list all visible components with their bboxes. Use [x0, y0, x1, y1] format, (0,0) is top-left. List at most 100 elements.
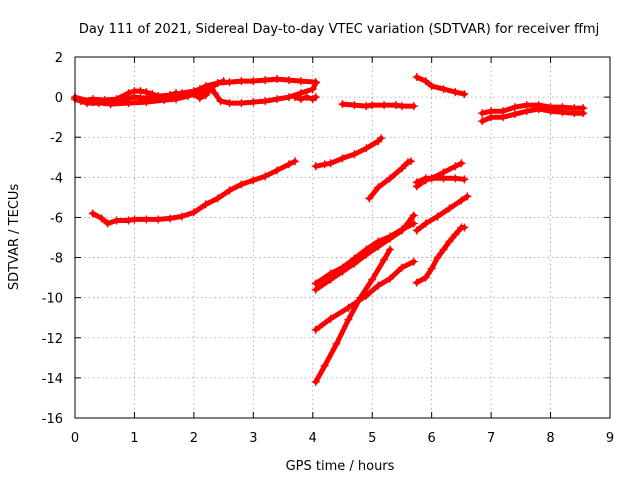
- data-point: [350, 150, 359, 159]
- data-point: [412, 278, 421, 287]
- data-point: [362, 144, 371, 153]
- tick-labels: 0 1 2 3 4 5 6 7 8 9 2 0 -2 -4 -6 -8 -10 -12 -14 -16: [42, 51, 614, 446]
- data-point: [380, 101, 389, 110]
- data-point: [451, 88, 460, 97]
- data-series: [478, 105, 588, 126]
- data-point: [183, 92, 192, 101]
- data-point: [510, 110, 519, 119]
- data-point: [290, 93, 299, 102]
- data-series: [290, 93, 320, 104]
- data-point: [397, 102, 406, 111]
- data-point: [311, 285, 320, 294]
- data-point: [386, 274, 395, 283]
- data-point: [439, 174, 448, 183]
- data-series: [412, 192, 472, 235]
- data-point: [392, 101, 400, 110]
- data-point: [439, 245, 448, 254]
- series-trace: [479, 102, 586, 116]
- data-point: [374, 242, 383, 251]
- data-point: [88, 98, 97, 107]
- y-tick-label: -12: [42, 332, 63, 347]
- data-point: [412, 226, 421, 235]
- data-point: [201, 91, 210, 100]
- data-point: [445, 204, 454, 213]
- data-point: [124, 89, 133, 98]
- data-point: [195, 94, 204, 103]
- data-point: [368, 101, 377, 110]
- data-point: [338, 267, 347, 276]
- x-tick-label: 7: [487, 431, 495, 446]
- data-point: [350, 101, 359, 110]
- data-series: [71, 79, 320, 109]
- data-point: [142, 88, 151, 97]
- data-point: [478, 109, 487, 118]
- data-series: [412, 73, 469, 99]
- series-trace: [313, 247, 393, 385]
- data-point: [213, 79, 222, 88]
- data-point: [439, 85, 448, 94]
- data-point: [237, 180, 246, 189]
- data-series: [311, 257, 418, 334]
- data-point: [249, 176, 258, 185]
- data-point: [285, 76, 293, 85]
- series-trace: [414, 193, 470, 233]
- data-point: [451, 174, 460, 183]
- data-point: [112, 216, 121, 225]
- data-point: [546, 107, 555, 116]
- data-point: [460, 175, 469, 184]
- data-series: [88, 157, 299, 228]
- x-tick-label: 6: [428, 431, 436, 446]
- data-point: [344, 303, 353, 312]
- data-point: [273, 95, 282, 104]
- data-point: [285, 160, 293, 169]
- data-point: [409, 211, 418, 220]
- data-point: [261, 97, 270, 106]
- data-point: [499, 113, 507, 122]
- data-point: [421, 273, 430, 282]
- data-point: [451, 230, 460, 239]
- data-point: [225, 99, 234, 108]
- data-point: [386, 245, 395, 254]
- data-point: [350, 259, 359, 268]
- data-point: [103, 219, 112, 228]
- data-point: [579, 109, 588, 118]
- series-trace: [479, 106, 586, 124]
- data-point: [433, 253, 442, 262]
- data-point: [142, 215, 151, 224]
- data-point: [421, 219, 430, 228]
- data-point: [386, 174, 395, 183]
- data-point: [216, 97, 225, 106]
- data-series: [311, 134, 386, 171]
- data-point: [534, 105, 543, 114]
- data-point: [326, 159, 335, 168]
- x-tick-label: 3: [249, 431, 257, 446]
- data-point: [427, 82, 436, 91]
- data-point: [136, 87, 145, 96]
- x-tick-label: 8: [546, 431, 554, 446]
- data-point: [106, 100, 115, 109]
- data-point: [302, 93, 311, 102]
- data-point: [237, 99, 246, 108]
- data-point: [487, 113, 496, 122]
- data-point: [124, 99, 133, 108]
- data-point: [178, 212, 186, 221]
- data-series: [412, 159, 466, 191]
- data-point: [225, 186, 234, 195]
- data-point: [273, 75, 282, 84]
- data-point: [510, 103, 519, 112]
- data-point: [397, 226, 406, 235]
- data-point: [397, 263, 406, 272]
- data-point: [249, 77, 258, 86]
- data-point: [207, 83, 216, 92]
- data-point: [409, 102, 418, 111]
- data-point: [427, 174, 436, 183]
- data-point: [148, 90, 157, 99]
- data-point: [320, 361, 329, 370]
- x-tick-label: 5: [368, 431, 376, 446]
- data-point: [172, 95, 181, 104]
- data-point: [290, 157, 299, 166]
- data-point: [130, 215, 139, 224]
- data-point: [219, 77, 228, 86]
- data-point: [365, 194, 374, 203]
